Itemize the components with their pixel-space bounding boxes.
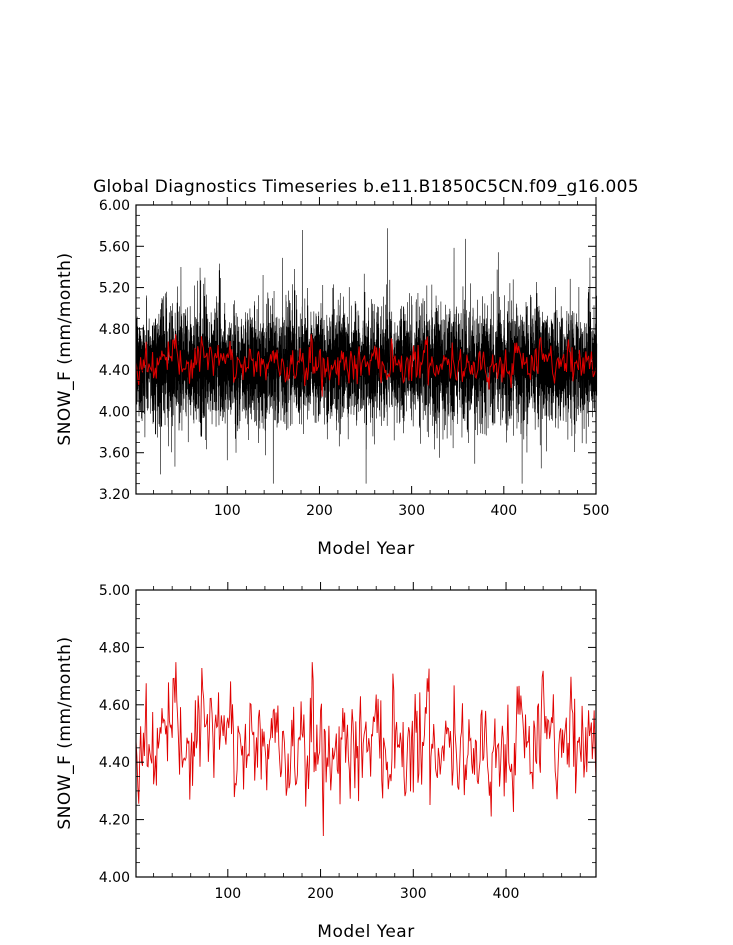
top-plot-frame <box>135 204 597 495</box>
top-x-tick-label: 200 <box>306 503 333 519</box>
bottom-x-axis-label: Model Year <box>317 922 414 942</box>
bottom-x-ticks: 100 200 300 400 <box>153 582 581 902</box>
top-y-tick-label: 3.60 <box>99 446 130 462</box>
top-y-tick-label: 6.00 <box>99 198 130 214</box>
bottom-annual-series <box>135 662 597 836</box>
top-y-tick-label: 4.80 <box>99 322 130 338</box>
bottom-x-tick-label: 200 <box>307 886 334 902</box>
top-x-ticks: 100 200 300 400 500 <box>153 197 610 519</box>
top-y-tick-label: 4.40 <box>99 363 130 379</box>
bottom-x-tick-label: 300 <box>400 886 427 902</box>
top-annual-line <box>135 334 597 397</box>
bottom-x-tick-label: 400 <box>493 886 520 902</box>
top-x-tick-label: 500 <box>583 503 610 519</box>
top-x-axis-label: Model Year <box>317 539 414 559</box>
top-y-tick-label: 3.20 <box>99 487 130 503</box>
bottom-annual-line <box>135 662 597 836</box>
top-monthly-line <box>135 228 598 484</box>
top-x-tick-label: 400 <box>490 503 517 519</box>
bottom-y-tick-label: 4.80 <box>99 640 130 656</box>
top-y-ticks: 3.20 3.60 4.00 4.40 4.80 5.20 5.60 6.00 <box>99 198 596 503</box>
bottom-x-tick-label: 100 <box>214 886 241 902</box>
bottom-panel: 4.00 4.20 4.40 4.60 4.80 5.00 100 200 300 400 Mo… <box>55 582 597 942</box>
bottom-y-tick-label: 4.20 <box>99 813 130 829</box>
top-annual-series <box>135 334 597 397</box>
top-y-tick-label: 4.00 <box>99 404 130 420</box>
top-y-axis-label: SNOW_F (mm/month) <box>55 252 75 445</box>
bottom-y-tick-label: 4.00 <box>99 870 130 886</box>
top-x-tick-label: 300 <box>398 503 425 519</box>
top-y-tick-label: 5.20 <box>99 281 130 297</box>
top-y-tick-label: 5.60 <box>99 239 130 255</box>
bottom-y-tick-label: 4.60 <box>99 698 130 714</box>
bottom-y-ticks: 4.00 4.20 4.40 4.60 4.80 5.00 <box>99 583 596 886</box>
bottom-y-tick-label: 4.40 <box>99 755 130 771</box>
bottom-y-tick-label: 5.00 <box>99 583 130 599</box>
top-monthly-series <box>135 228 598 484</box>
top-x-tick-label: 100 <box>214 503 241 519</box>
bottom-plot-frame <box>135 589 597 878</box>
chart-title: Global Diagnostics Timeseries b.e11.B185… <box>93 177 639 197</box>
top-panel: 3.203.604.004.404.805.205.606.00 100 200 3… <box>55 197 609 559</box>
bottom-y-axis-label: SNOW_F (mm/month) <box>55 636 75 829</box>
